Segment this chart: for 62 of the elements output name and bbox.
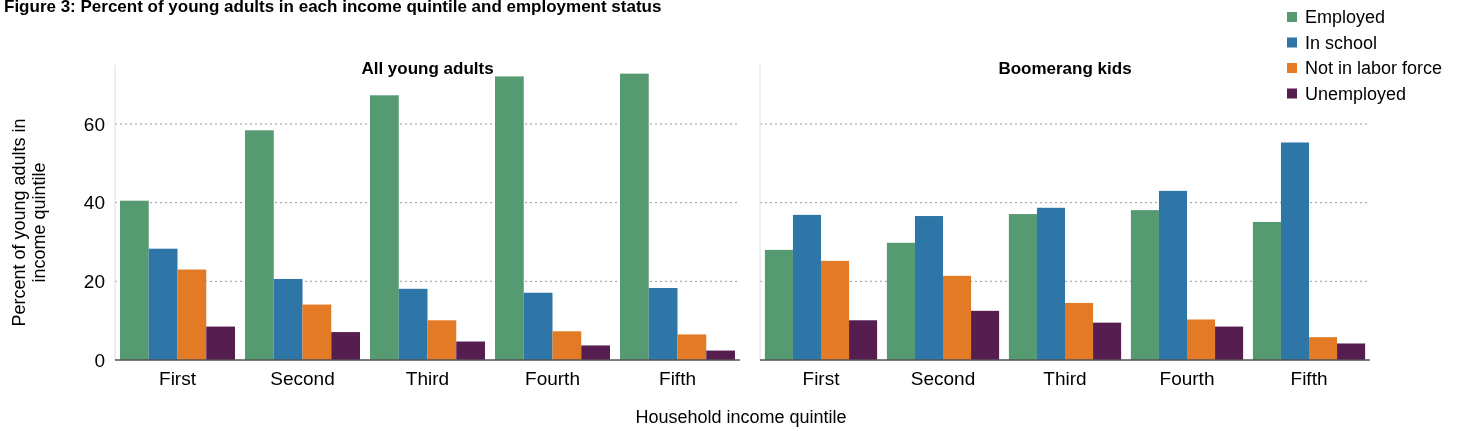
- bar: [523, 292, 553, 360]
- bar: [971, 310, 1000, 360]
- bar: [331, 332, 360, 360]
- x-tick-label: Second: [270, 368, 335, 390]
- bar: [427, 320, 457, 360]
- bar: [849, 320, 878, 360]
- bar: [456, 341, 485, 360]
- bar: [886, 242, 915, 360]
- bar: [1215, 326, 1244, 360]
- x-tick-label: Third: [1043, 368, 1087, 390]
- x-axis-title: Household income quintile: [635, 407, 847, 427]
- bar: [821, 260, 850, 360]
- x-tick-label: Fifth: [659, 368, 696, 390]
- bar: [1280, 142, 1309, 360]
- bar: [914, 216, 943, 360]
- bar: [1187, 319, 1216, 360]
- y-axis-title: Percent of young adults in income quintile: [9, 118, 49, 327]
- y-tick-label: 0: [94, 349, 105, 371]
- bar: [1337, 343, 1366, 360]
- bar: [1065, 302, 1094, 360]
- bar: [370, 95, 399, 360]
- bar: [120, 200, 149, 360]
- y-tick-label: 40: [83, 192, 105, 214]
- x-tick-label: Fourth: [1159, 368, 1215, 390]
- x-tick-label: Second: [910, 368, 976, 390]
- bar: [148, 248, 178, 360]
- chart-title: All young adults: [361, 59, 494, 78]
- bar: [1093, 322, 1122, 360]
- x-tick-label: First: [802, 368, 841, 390]
- bar: [495, 76, 524, 360]
- bar: [677, 334, 707, 360]
- bar: [648, 288, 678, 360]
- bar: [1130, 210, 1159, 360]
- bar: [206, 326, 235, 360]
- legend-label: Not in labor force: [1305, 58, 1443, 78]
- bar: [792, 214, 821, 360]
- bar: [552, 331, 582, 360]
- bar: [764, 249, 793, 360]
- bar: [943, 275, 972, 360]
- y-tick-label: 20: [83, 270, 105, 292]
- legend-label: In school: [1305, 32, 1378, 53]
- bar: [620, 73, 649, 360]
- x-tick-label: Fifth: [1290, 368, 1328, 390]
- bar: [1036, 207, 1065, 360]
- legend-label: Unemployed: [1305, 83, 1407, 104]
- chart-title: Boomerang kids: [998, 59, 1132, 78]
- bar: [1309, 337, 1338, 360]
- x-tick-label: Fourth: [525, 368, 580, 390]
- y-tick-label: 60: [83, 113, 105, 135]
- bar: [245, 130, 274, 360]
- x-tick-label: Third: [405, 368, 450, 390]
- bar: [1008, 214, 1037, 360]
- caption: Figure 3: Percent of young adults in each income quintile and employment status: [4, 0, 662, 16]
- bar: [1158, 190, 1187, 360]
- bar: [273, 278, 303, 360]
- bar: [302, 304, 332, 360]
- bar: [398, 288, 428, 360]
- x-tick-label: First: [159, 368, 197, 390]
- bar: [581, 345, 610, 360]
- bar: [177, 269, 207, 360]
- bar: [1252, 221, 1281, 360]
- legend-label: Employed: [1305, 7, 1386, 27]
